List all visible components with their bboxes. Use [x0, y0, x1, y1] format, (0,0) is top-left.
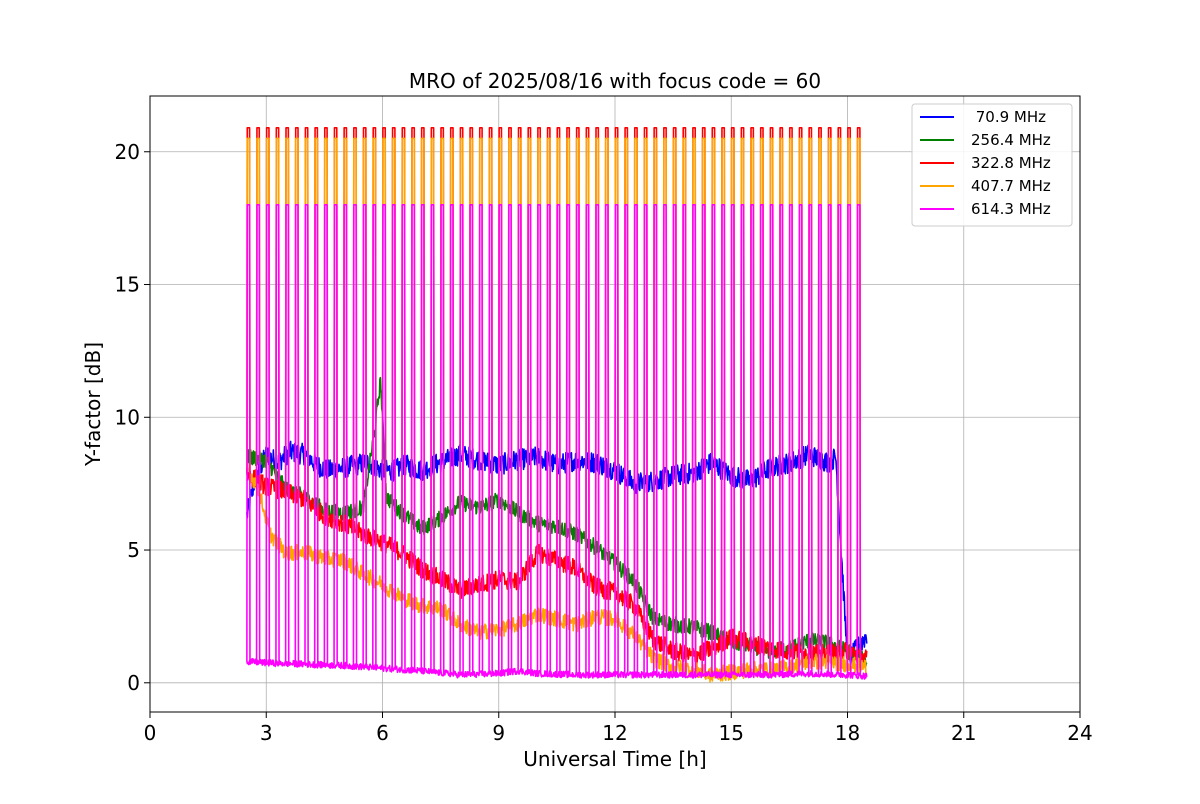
- x-tick-label: 15: [719, 721, 744, 745]
- y-axis-label: Y-factor [dB]: [81, 342, 105, 467]
- x-tick-label: 6: [376, 721, 389, 745]
- y-tick-label: 15: [115, 273, 140, 297]
- series-layer: [246, 127, 868, 683]
- series-line-614-3-mhz: [246, 204, 868, 680]
- legend-box: [911, 103, 1073, 227]
- x-tick-label: 12: [602, 721, 627, 745]
- legend: 70.9 MHz 256.4 MHz 322.8 MHz 407.7 MHz 614.3…: [911, 103, 1073, 227]
- x-axis-ticks: 0 3 6 9 12 15 18 21 24: [144, 712, 1093, 745]
- x-tick-label: 18: [835, 721, 860, 745]
- chart-title: MRO of 2025/08/16 with focus code = 60: [409, 69, 821, 93]
- y-tick-label: 10: [115, 405, 140, 429]
- x-tick-label: 0: [144, 721, 157, 745]
- x-tick-label: 21: [951, 721, 976, 745]
- y-tick-label: 0: [127, 671, 140, 695]
- legend-label: 70.9 MHz: [971, 108, 1046, 126]
- y-tick-label: 5: [127, 538, 140, 562]
- x-tick-label: 3: [260, 721, 273, 745]
- x-axis-label: Universal Time [h]: [523, 747, 706, 771]
- x-tick-label: 24: [1067, 721, 1092, 745]
- y-axis-ticks: 0 5 10 15 20: [115, 140, 150, 695]
- legend-label: 407.7 MHz: [971, 177, 1051, 195]
- legend-label: 322.8 MHz: [971, 154, 1051, 172]
- x-tick-label: 9: [492, 721, 505, 745]
- legend-label: 256.4 MHz: [971, 131, 1051, 149]
- y-tick-label: 20: [115, 140, 140, 164]
- legend-label: 614.3 MHz: [971, 200, 1051, 218]
